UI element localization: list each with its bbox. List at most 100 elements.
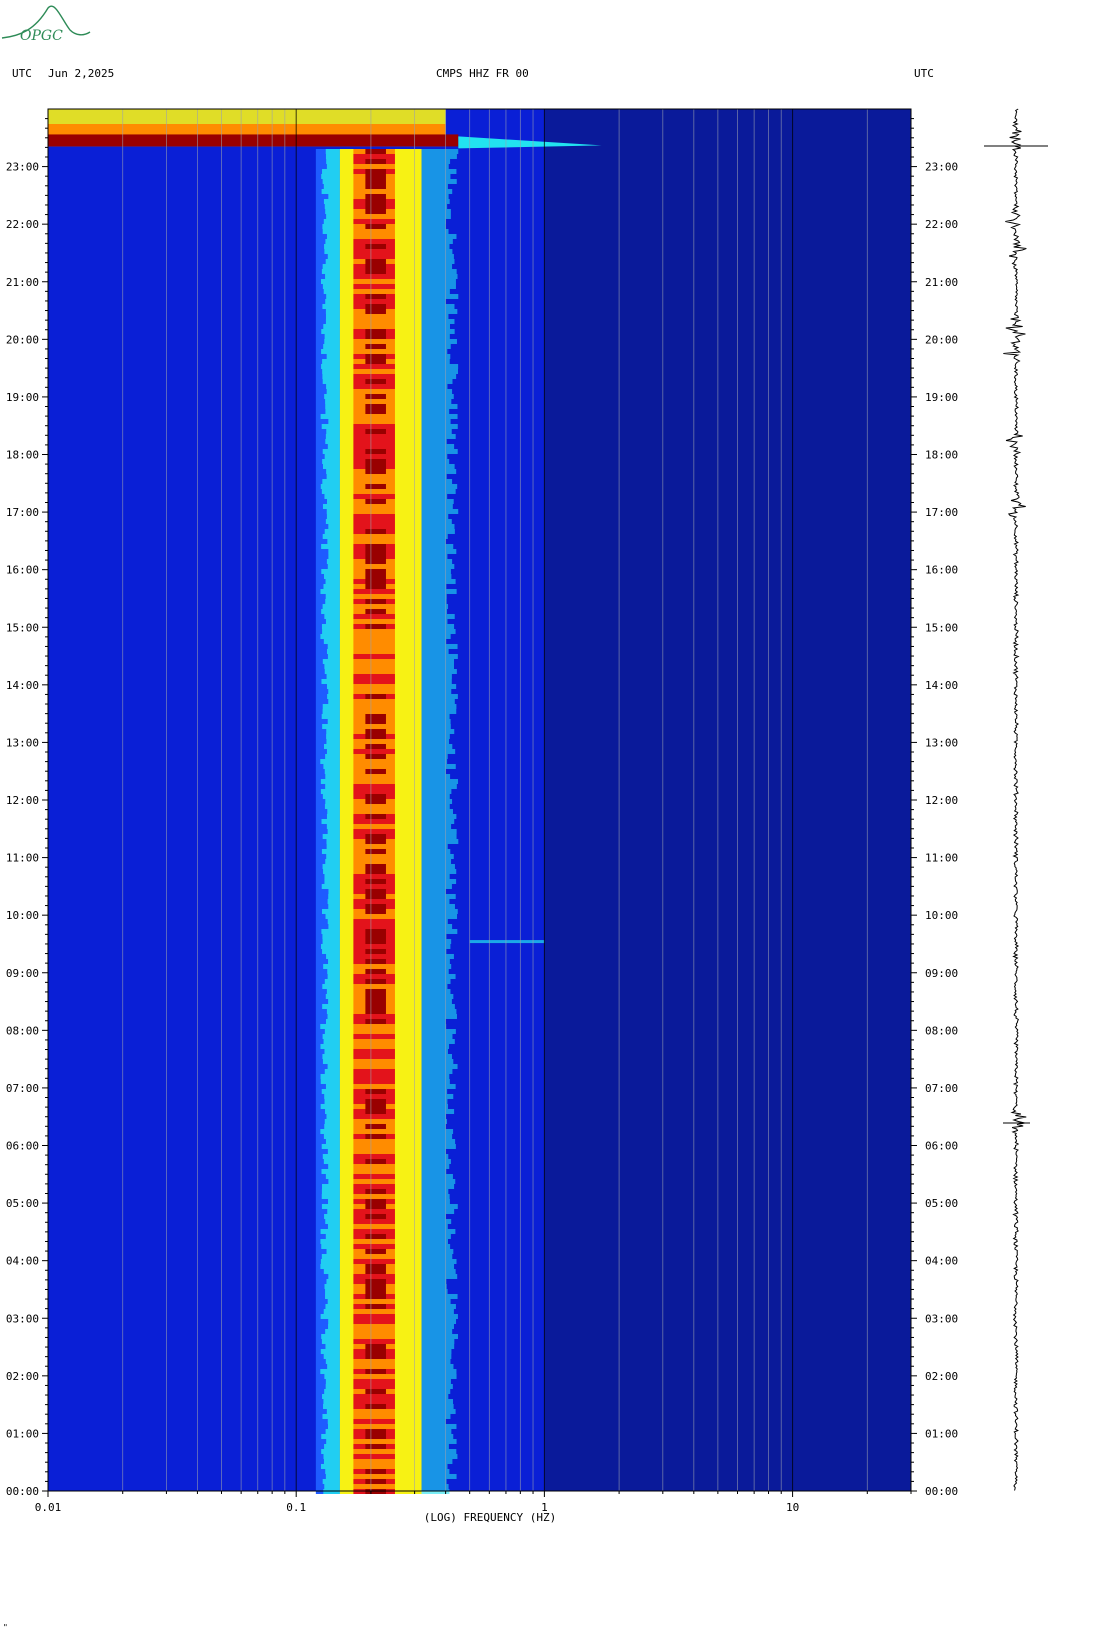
heatmap-cell xyxy=(322,934,340,939)
heatmap-cell xyxy=(421,1389,451,1394)
heatmap-cell xyxy=(421,869,457,874)
heatmap-cell xyxy=(353,1194,395,1199)
heatmap-cell xyxy=(353,1474,395,1479)
heatmap-cell xyxy=(328,999,340,1004)
heatmap-cell xyxy=(353,724,395,729)
heatmap-cell xyxy=(321,489,340,494)
heatmap-cell xyxy=(421,589,457,594)
heatmap-cell xyxy=(421,859,452,864)
heatmap-cell xyxy=(365,174,386,179)
heatmap-cell xyxy=(365,1269,386,1274)
heatmap-cell xyxy=(421,394,454,399)
heatmap-cell xyxy=(325,1234,340,1239)
heatmap-cell xyxy=(353,1459,395,1464)
heatmap-cell xyxy=(421,594,447,599)
heatmap-cell xyxy=(320,1024,340,1029)
heatmap-cell xyxy=(325,274,340,279)
heatmap-cell xyxy=(322,224,340,229)
heatmap-cell xyxy=(421,149,459,154)
heatmap-cell xyxy=(321,884,340,889)
heatmap-cell xyxy=(325,774,340,779)
heatmap-cell xyxy=(421,294,459,299)
heatmap-cell xyxy=(353,1384,395,1389)
heatmap-cell xyxy=(421,499,454,504)
heatmap-cell xyxy=(353,389,395,394)
header-left-utc: UTC xyxy=(12,67,32,80)
heatmap-cell xyxy=(326,1439,340,1444)
heatmap-cell xyxy=(421,1284,447,1289)
heatmap-cell xyxy=(353,254,395,259)
heatmap-cell xyxy=(421,744,453,749)
heatmap-cell xyxy=(365,1434,386,1439)
heatmap-cell xyxy=(421,209,451,214)
heatmap-cell xyxy=(421,1424,457,1429)
y-tick-label-left: 19:00 xyxy=(6,391,39,404)
y-tick-label-right: 09:00 xyxy=(925,967,958,980)
heatmap-cell xyxy=(325,599,340,604)
heatmap-cell xyxy=(322,1034,340,1039)
heatmap-cell xyxy=(421,914,458,919)
heatmap-cell xyxy=(322,834,340,839)
heatmap-cell xyxy=(365,1389,386,1394)
heatmap-cell xyxy=(421,1454,458,1459)
heatmap-cell xyxy=(421,469,457,474)
heatmap-cell xyxy=(421,889,446,894)
heatmap-cell xyxy=(324,769,340,774)
heatmap-cell xyxy=(323,1039,340,1044)
heatmap-cell xyxy=(323,199,340,204)
heatmap-cell xyxy=(325,859,340,864)
heatmap-cell xyxy=(326,824,340,829)
heatmap-cell xyxy=(365,309,386,314)
heatmap-cell xyxy=(353,519,395,524)
heatmap-cell xyxy=(421,884,452,889)
heatmap-cell xyxy=(421,454,448,459)
heatmap-cell xyxy=(421,849,451,854)
heatmap-cell xyxy=(353,1079,395,1084)
heatmap-cell xyxy=(421,999,452,1004)
heatmap-cell xyxy=(324,664,340,669)
y-tick-label-right: 00:00 xyxy=(925,1485,958,1498)
heatmap-cell xyxy=(421,1089,448,1094)
heatmap-cell xyxy=(421,1344,455,1349)
heatmap-cell xyxy=(325,299,340,304)
heatmap-cell xyxy=(353,1449,395,1454)
heatmap-cell xyxy=(353,789,395,794)
heatmap-cell xyxy=(353,669,395,674)
heatmap-cell xyxy=(365,904,386,909)
heatmap-cell xyxy=(421,1114,447,1119)
heatmap-cell xyxy=(353,1309,395,1314)
heatmap-cell xyxy=(326,1409,340,1414)
heatmap-cell xyxy=(421,1004,455,1009)
heatmap-cell xyxy=(353,899,395,904)
heatmap-cell xyxy=(421,1379,451,1384)
heatmap-cell xyxy=(421,1134,453,1139)
heatmap-cell xyxy=(421,729,455,734)
heatmap-cell xyxy=(324,804,340,809)
heatmap-cell xyxy=(323,289,340,294)
heatmap-cell xyxy=(421,994,454,999)
heatmap-cell xyxy=(421,164,449,169)
heatmap-cell xyxy=(321,1339,340,1344)
heatmap-cell xyxy=(320,1074,340,1079)
heatmap-cell xyxy=(353,659,395,664)
heatmap-cell xyxy=(325,314,340,319)
heatmap-cell xyxy=(326,354,340,359)
heatmap-cell xyxy=(326,164,340,169)
chart-title: CMPS HHZ FR 00 xyxy=(436,67,529,80)
heatmap-cell xyxy=(421,1094,454,1099)
heatmap-cell xyxy=(327,539,340,544)
y-tick-label-left: 21:00 xyxy=(6,276,39,289)
heatmap-cell xyxy=(353,649,395,654)
heatmap-cell xyxy=(353,1339,395,1344)
heatmap-cell xyxy=(365,934,386,939)
heatmap-cell xyxy=(326,1279,340,1284)
heatmap-cell xyxy=(421,669,457,674)
heatmap-cell xyxy=(353,1319,395,1324)
heatmap-cell xyxy=(421,1459,453,1464)
heatmap-cell xyxy=(353,674,395,679)
x-tick-label: 10 xyxy=(786,1501,799,1514)
heatmap-cell xyxy=(421,654,458,659)
heatmap-cell xyxy=(321,269,340,274)
heatmap-cell xyxy=(353,854,395,859)
heatmap-cell xyxy=(421,184,448,189)
